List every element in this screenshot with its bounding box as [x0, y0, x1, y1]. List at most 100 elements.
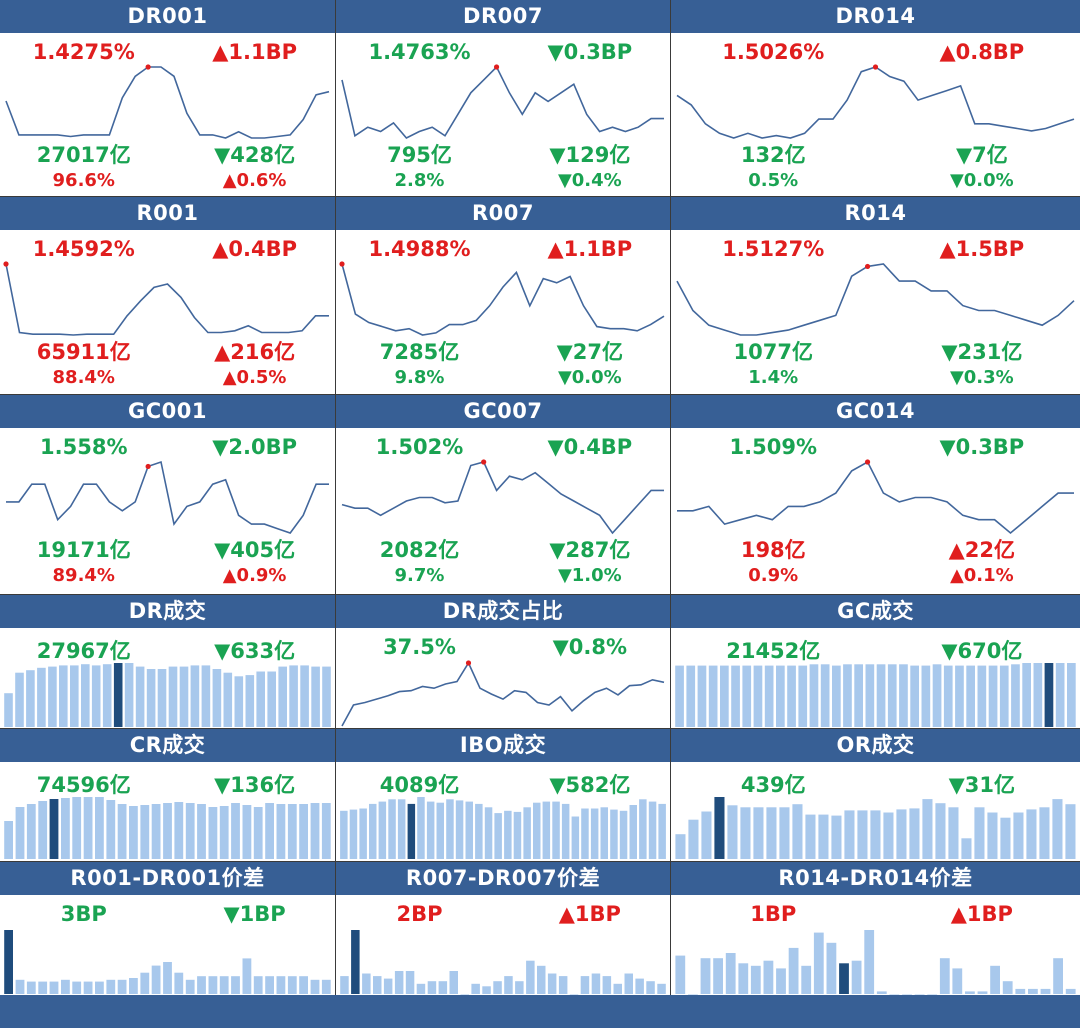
- bar: [378, 801, 387, 859]
- peak-point: [339, 261, 345, 267]
- series-line: [341, 65, 664, 139]
- bar: [287, 976, 297, 994]
- bar: [197, 804, 206, 859]
- peak-point: [872, 64, 879, 70]
- bar: [818, 814, 829, 859]
- bar: [83, 981, 93, 994]
- share-value: 1.4%: [748, 367, 799, 388]
- share-value: 96.6%: [52, 170, 115, 191]
- bar: [1033, 663, 1043, 727]
- peak-point: [465, 660, 472, 666]
- bar: [914, 994, 925, 995]
- bar: [460, 994, 469, 995]
- bar: [776, 968, 786, 994]
- chart-16: [340, 930, 666, 995]
- primary-value: 37.5%: [383, 635, 456, 659]
- bar: [805, 814, 816, 859]
- share-value: 9.7%: [394, 565, 445, 586]
- bar: [1065, 804, 1076, 859]
- volume-change: ▼287亿: [549, 538, 631, 562]
- bar: [212, 669, 222, 727]
- primary-change: ▲1.5BP: [939, 237, 1025, 261]
- series-line: [341, 263, 665, 336]
- bar: [639, 799, 647, 859]
- bar-highlight: [839, 963, 849, 994]
- bar: [857, 810, 868, 859]
- bar: [106, 800, 116, 859]
- bar: [1053, 958, 1063, 994]
- bar: [742, 665, 752, 727]
- primary-change: ▼0.8%: [552, 635, 628, 659]
- bar: [1011, 664, 1020, 727]
- bar: [675, 665, 684, 727]
- row-divider: [0, 861, 1080, 862]
- bar: [826, 942, 837, 994]
- bar: [185, 803, 195, 859]
- column-divider: [335, 0, 336, 995]
- panel-title: CR成交: [0, 729, 335, 762]
- bar: [533, 802, 541, 859]
- panel-title: R001: [0, 197, 335, 230]
- panel-gc001-6: GC001 1.558% ▼2.0BP 19171亿 ▼405亿 89.4% ▲0.9%: [0, 395, 335, 594]
- chart-13: [340, 797, 666, 859]
- bar: [465, 801, 473, 859]
- bar: [197, 976, 206, 994]
- bar: [675, 955, 686, 994]
- bar-highlight: [4, 930, 13, 994]
- bar: [208, 807, 218, 859]
- bar: [219, 806, 229, 859]
- share-change: ▼0.4%: [557, 170, 622, 191]
- bar: [513, 811, 522, 859]
- bar: [865, 664, 875, 727]
- panel-title: GC成交: [671, 595, 1080, 628]
- primary-value: 1BP: [750, 902, 797, 926]
- bar: [526, 960, 535, 994]
- bar: [4, 693, 13, 727]
- bar: [417, 797, 425, 859]
- bar: [416, 983, 426, 994]
- volume-value: 19171亿: [36, 538, 131, 562]
- panel-gc-11: GC成交 21452亿 ▼670亿: [671, 595, 1080, 728]
- bar-highlight: [407, 803, 416, 859]
- bar: [81, 664, 90, 727]
- primary-value: 1.4592%: [32, 237, 135, 261]
- bar: [362, 973, 371, 994]
- bar: [15, 672, 24, 727]
- bar: [809, 664, 819, 727]
- bar: [813, 932, 824, 994]
- bar: [569, 994, 579, 995]
- bar-highlight: [1044, 663, 1054, 727]
- bar: [602, 976, 612, 994]
- primary-change: ▼0.4BP: [547, 435, 633, 459]
- bar: [438, 981, 448, 994]
- bar: [397, 799, 406, 859]
- bar: [83, 797, 93, 859]
- bar: [242, 958, 252, 994]
- bar: [927, 994, 938, 995]
- bar: [523, 807, 531, 859]
- bar: [731, 665, 740, 727]
- bar: [725, 953, 736, 994]
- bar: [537, 965, 546, 994]
- bar: [600, 807, 608, 859]
- bar: [820, 664, 830, 727]
- bar: [253, 807, 263, 859]
- bar: [504, 976, 513, 994]
- primary-value: 1.558%: [40, 435, 128, 459]
- bar: [201, 665, 211, 727]
- series-line: [677, 460, 1074, 535]
- bar: [373, 976, 382, 994]
- bar: [1028, 988, 1038, 994]
- bar: [310, 803, 320, 859]
- bar: [844, 810, 855, 859]
- share-change: ▼1.0%: [557, 565, 622, 586]
- bar: [708, 665, 718, 727]
- bar: [190, 665, 200, 727]
- share-value: 9.8%: [394, 367, 445, 388]
- chart-9: [4, 663, 331, 727]
- primary-value: 1.4988%: [368, 237, 471, 261]
- bar-highlight: [714, 797, 725, 859]
- bar: [686, 665, 696, 727]
- panel-cr-12: CR成交 74596亿 ▼136亿: [0, 729, 335, 860]
- peak-point: [864, 459, 871, 465]
